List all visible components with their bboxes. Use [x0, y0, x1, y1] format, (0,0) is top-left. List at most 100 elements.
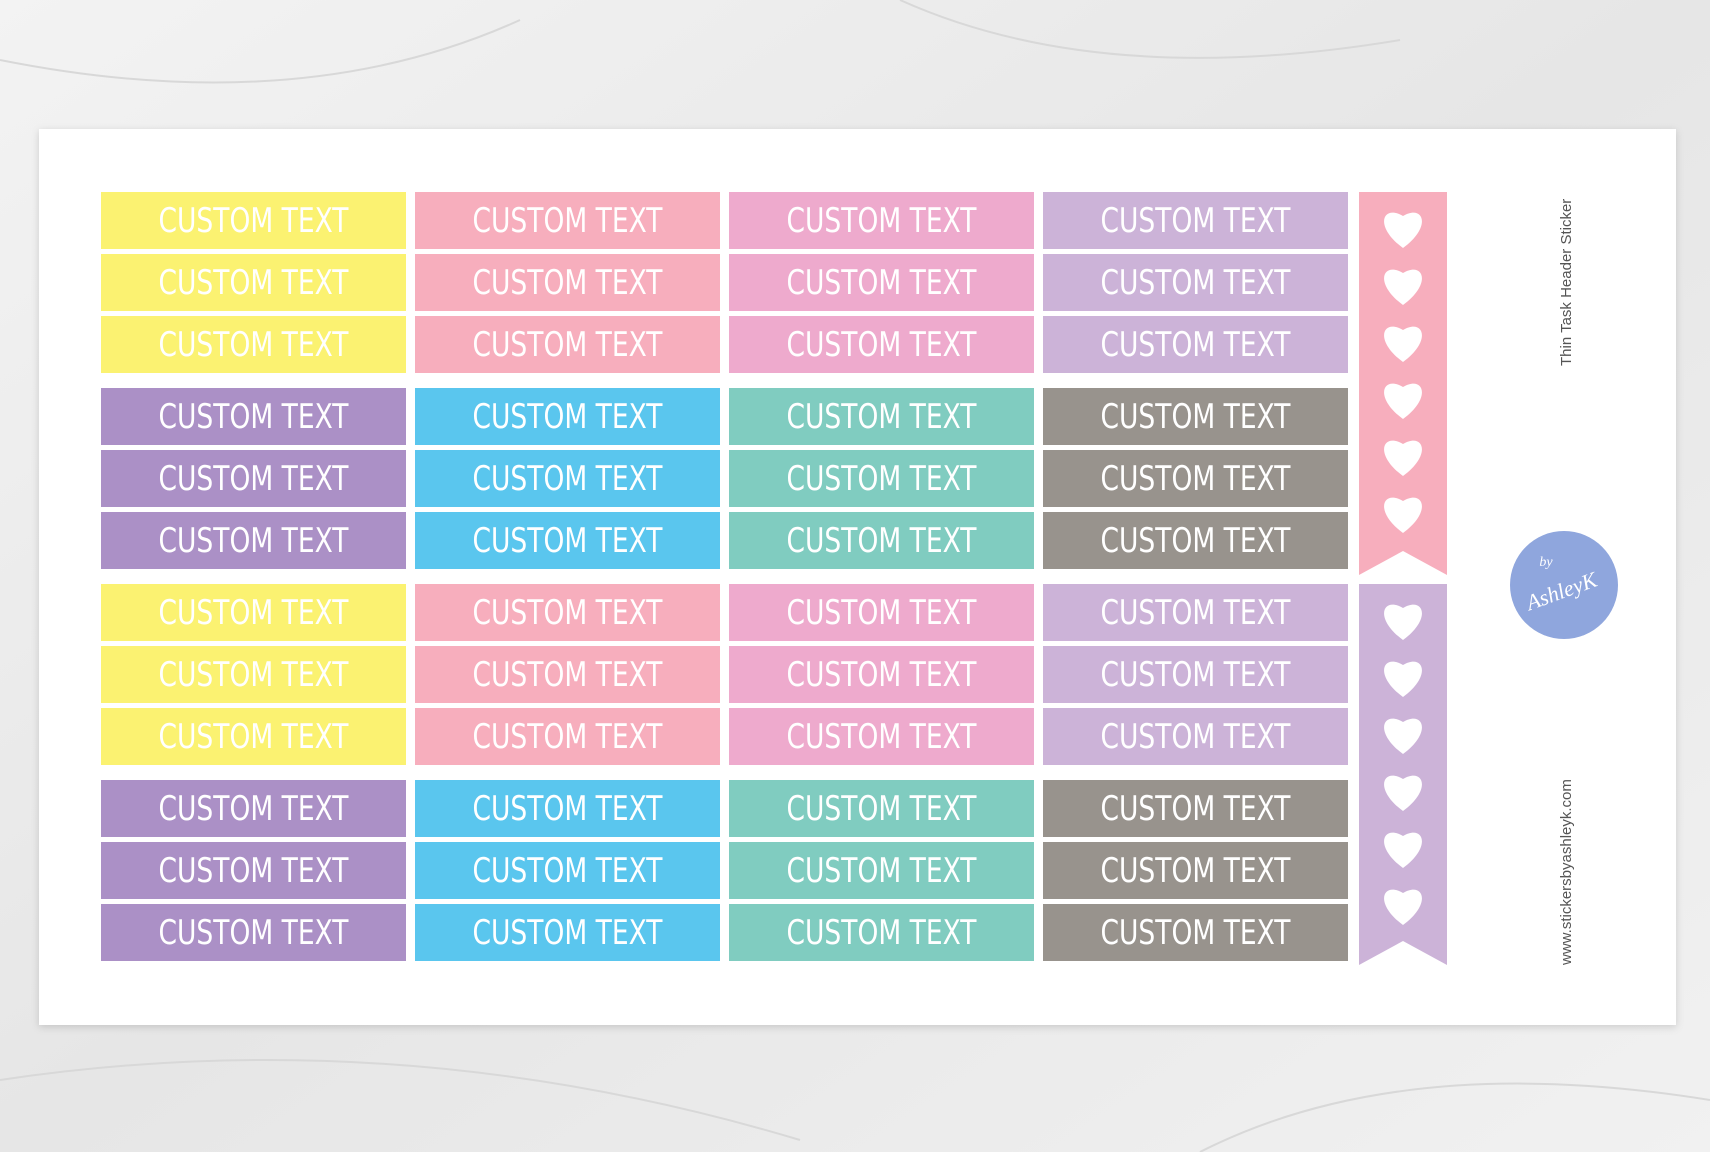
sticker	[1043, 904, 1348, 961]
sticker	[729, 254, 1034, 311]
heart	[1384, 604, 1422, 640]
sticker-label: CUSTOM TEXT	[473, 201, 663, 241]
sticker-label: CUSTOM TEXT	[1101, 913, 1291, 953]
sticker-label: CUSTOM TEXT	[159, 851, 349, 891]
heart	[1384, 889, 1422, 925]
sticker-label: CUSTOM TEXT	[159, 789, 349, 829]
sticker-label: CUSTOM TEXT	[787, 789, 977, 829]
logo-badge	[1510, 531, 1618, 639]
sticker	[101, 388, 406, 445]
sticker-label: CUSTOM TEXT	[787, 397, 977, 437]
sticker	[101, 904, 406, 961]
sticker-label: CUSTOM TEXT	[473, 789, 663, 829]
sticker	[1043, 584, 1348, 641]
sticker	[101, 708, 406, 765]
sticker	[729, 388, 1034, 445]
logo-by: by	[1539, 555, 1553, 570]
side-title: Thin Task Header Sticker	[1558, 199, 1575, 366]
sticker	[415, 254, 720, 311]
sticker-label: CUSTOM TEXT	[473, 521, 663, 561]
sticker-label: CUSTOM TEXT	[1101, 521, 1291, 561]
sticker-label: CUSTOM TEXT	[159, 913, 349, 953]
sticker-label: CUSTOM TEXT	[787, 459, 977, 499]
sticker-label: CUSTOM TEXT	[787, 717, 977, 757]
sticker-label: CUSTOM TEXT	[473, 851, 663, 891]
heart	[1384, 212, 1422, 248]
sticker-label: CUSTOM TEXT	[1101, 397, 1291, 437]
heart	[1384, 775, 1422, 811]
heart	[1384, 661, 1422, 697]
sticker	[1043, 842, 1348, 899]
sticker-label: CUSTOM TEXT	[473, 325, 663, 365]
sticker	[1043, 512, 1348, 569]
sticker	[101, 254, 406, 311]
heart	[1384, 383, 1422, 419]
sticker	[101, 780, 406, 837]
sticker	[415, 584, 720, 641]
sticker	[729, 192, 1034, 249]
sticker-label: CUSTOM TEXT	[159, 201, 349, 241]
sticker	[729, 904, 1034, 961]
sticker-label: CUSTOM TEXT	[1101, 459, 1291, 499]
sticker-label: CUSTOM TEXT	[159, 593, 349, 633]
sticker	[415, 842, 720, 899]
sticker-label: CUSTOM TEXT	[159, 397, 349, 437]
sticker	[415, 316, 720, 373]
sticker	[101, 646, 406, 703]
heart	[1384, 440, 1422, 476]
sticker	[415, 904, 720, 961]
sticker-grid: CUSTOM TEXT CUSTOM TEXT CUSTOM TEXT CUSTOM …	[101, 192, 1348, 961]
sticker-label: CUSTOM TEXT	[1101, 325, 1291, 365]
sticker	[415, 512, 720, 569]
sticker	[101, 450, 406, 507]
sticker	[415, 450, 720, 507]
sticker-label: CUSTOM TEXT	[1101, 263, 1291, 303]
sticker-label: CUSTOM TEXT	[1101, 789, 1291, 829]
sticker	[1043, 780, 1348, 837]
sticker-label: CUSTOM TEXT	[473, 263, 663, 303]
flag	[1359, 192, 1447, 575]
sticker-label: CUSTOM TEXT	[1101, 655, 1291, 695]
sticker	[1043, 450, 1348, 507]
heart	[1384, 718, 1422, 754]
sticker-label: CUSTOM TEXT	[787, 913, 977, 953]
flag-stickers	[1359, 192, 1447, 965]
sticker-label: CUSTOM TEXT	[787, 655, 977, 695]
sticker-label: CUSTOM TEXT	[473, 655, 663, 695]
heart	[1384, 497, 1422, 533]
sticker	[729, 450, 1034, 507]
sticker	[729, 708, 1034, 765]
heart	[1384, 269, 1422, 305]
sticker	[1043, 388, 1348, 445]
sticker	[729, 842, 1034, 899]
sticker	[729, 780, 1034, 837]
sticker-label: CUSTOM TEXT	[787, 201, 977, 241]
sticker-label: CUSTOM TEXT	[473, 913, 663, 953]
sticker-label: CUSTOM TEXT	[787, 521, 977, 561]
sticker	[1043, 192, 1348, 249]
sticker-label: CUSTOM TEXT	[159, 655, 349, 695]
heart	[1384, 832, 1422, 868]
sticker-label: CUSTOM TEXT	[159, 263, 349, 303]
sticker	[415, 646, 720, 703]
sticker-label: CUSTOM TEXT	[1101, 201, 1291, 241]
sticker	[729, 512, 1034, 569]
sticker-label: CUSTOM TEXT	[159, 521, 349, 561]
sticker-label: CUSTOM TEXT	[159, 459, 349, 499]
sticker	[1043, 254, 1348, 311]
sticker-label: CUSTOM TEXT	[787, 325, 977, 365]
sticker-label: CUSTOM TEXT	[787, 851, 977, 891]
sticker-label: CUSTOM TEXT	[159, 325, 349, 365]
sticker-label: CUSTOM TEXT	[787, 263, 977, 303]
sticker	[729, 584, 1034, 641]
sticker-label: CUSTOM TEXT	[787, 593, 977, 633]
sticker	[415, 388, 720, 445]
sticker-label: CUSTOM TEXT	[473, 717, 663, 757]
sticker	[1043, 646, 1348, 703]
sticker-label: CUSTOM TEXT	[1101, 851, 1291, 891]
sticker	[729, 646, 1034, 703]
heart	[1384, 326, 1422, 362]
